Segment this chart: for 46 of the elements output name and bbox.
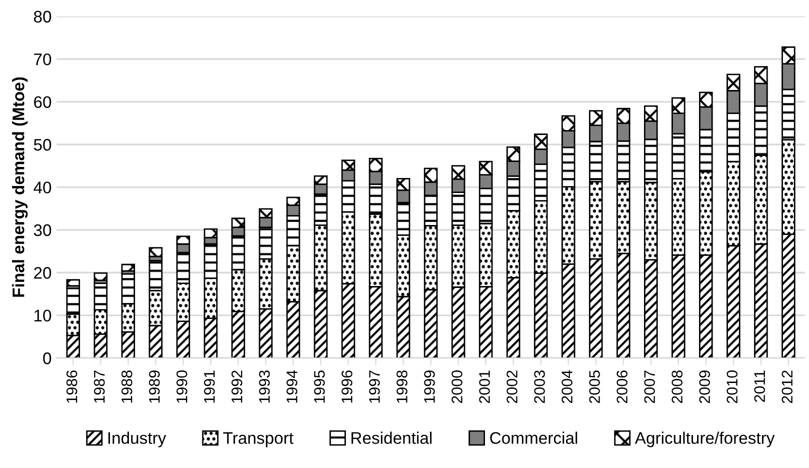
x-tick-label: 2002	[506, 370, 518, 404]
y-tick-label: 80	[34, 10, 52, 23]
y-tick-label: 20	[34, 267, 52, 279]
x-tick-label: 1991	[204, 370, 215, 403]
y-tick-label: 40	[34, 182, 52, 194]
y-tick-label: 50	[34, 138, 52, 151]
x-tick-label: 1994	[286, 370, 298, 403]
x-tick-label: 1999	[424, 370, 435, 403]
x-tick-label: 2007	[644, 370, 655, 404]
x-tick-label: 2012	[782, 370, 793, 404]
x-tick-label: 1989	[148, 370, 160, 403]
x-tick-label: 2001	[479, 370, 490, 404]
x-tick-label: 1995	[314, 370, 325, 403]
y-tick-label: 30	[34, 224, 52, 236]
x-tick-label: 1987	[94, 370, 105, 403]
x-tick-label: 2005	[589, 370, 600, 404]
x-tick-label: 2003	[534, 370, 545, 404]
legend-label: Commercial	[490, 432, 578, 444]
x-tick-label: 1993	[259, 370, 270, 403]
legend-label: Transport	[223, 432, 294, 448]
x-tick-label: 1988	[121, 370, 132, 403]
x-tick-label: 2004	[562, 370, 572, 404]
y-tick-label: 70	[34, 53, 52, 66]
x-tick-label: 2009	[699, 370, 710, 404]
x-tick-label: 2010	[726, 370, 738, 404]
bar	[66, 279, 80, 287]
x-tick-label: 1996	[342, 370, 352, 403]
legend-label: Agriculture/forestry	[634, 432, 775, 448]
bar	[148, 247, 163, 258]
y-tick-label: 10	[34, 310, 52, 322]
y-tick-label: 0	[43, 352, 52, 364]
bar	[94, 272, 108, 281]
y-axis-title: Final energy demand (Mtoe)	[12, 77, 28, 297]
legend-label: Residential	[352, 432, 432, 444]
x-tick-label: 2008	[672, 370, 682, 404]
x-tick-label: 1986	[66, 370, 78, 403]
bar	[121, 264, 136, 272]
x-tick-label: 1992	[231, 370, 242, 403]
x-tick-label: 2006	[616, 370, 628, 404]
y-tick-label: 60	[34, 96, 52, 108]
x-tick-label: 2000	[452, 370, 462, 404]
legend-label: Industry	[108, 432, 166, 448]
x-tick-label: 1997	[369, 370, 380, 403]
x-tick-label: 1998	[396, 370, 408, 403]
x-tick-label: 2011	[754, 370, 766, 402]
x-tick-label: 1990	[176, 370, 188, 403]
